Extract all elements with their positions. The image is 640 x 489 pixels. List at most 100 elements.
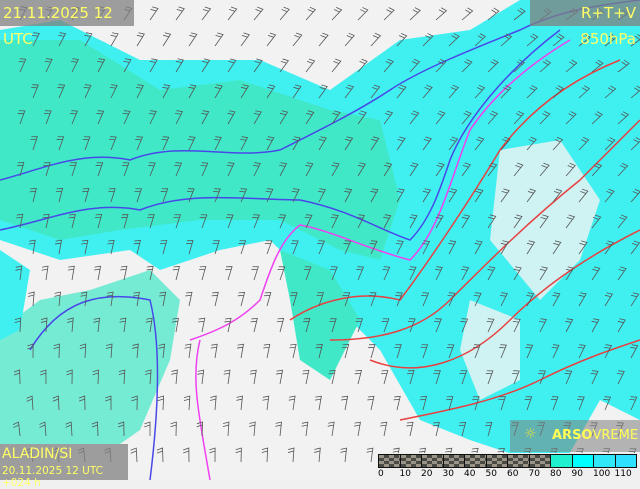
wind-barb	[15, 265, 23, 281]
wind-barb	[56, 136, 65, 151]
wind-barb	[617, 59, 630, 73]
wind-barb	[212, 240, 220, 255]
wind-barb	[422, 240, 431, 255]
wind-barb	[131, 395, 138, 411]
wind-barb	[446, 344, 455, 359]
wind-barb	[565, 59, 578, 73]
wind-barb	[186, 188, 195, 203]
wind-barb	[630, 34, 640, 47]
wind-barb	[94, 265, 102, 281]
wind-barb	[381, 318, 390, 333]
wind-barb	[435, 110, 446, 125]
wind-barb	[472, 396, 480, 411]
wind-barb	[279, 162, 288, 177]
wind-barb	[134, 188, 143, 203]
wind-barb	[630, 85, 640, 99]
wind-barb	[604, 33, 617, 47]
wind-barb	[318, 136, 327, 151]
wind-barb	[499, 344, 507, 359]
wind-barb	[435, 59, 447, 73]
wind-barb	[185, 291, 193, 307]
wind-barb	[162, 84, 171, 99]
wind-barb	[552, 292, 561, 307]
wind-barb	[159, 240, 168, 255]
wind-barb	[526, 240, 536, 255]
wind-barb	[136, 84, 145, 99]
wind-barb	[552, 33, 565, 47]
wind-barb	[278, 214, 287, 229]
wind-barb	[81, 239, 89, 255]
wind-barb	[144, 369, 152, 385]
wind-barb	[305, 162, 314, 177]
wind-barb	[82, 136, 91, 151]
wind-barb	[55, 239, 63, 255]
wind-barb	[13, 369, 21, 385]
wind-barb	[604, 137, 616, 151]
wind-barb	[17, 110, 26, 125]
wind-barb	[591, 318, 600, 333]
wind-barb	[630, 188, 640, 203]
wind-barb	[357, 214, 366, 229]
legend-swatch	[529, 455, 550, 467]
wind-barb	[498, 396, 506, 411]
legend-swatch	[615, 455, 636, 467]
wind-barb	[344, 84, 355, 99]
wind-barb	[147, 214, 155, 229]
sun-icon: ☼	[524, 426, 537, 442]
wind-barb	[80, 291, 88, 307]
legend-swatch	[508, 455, 529, 467]
wind-barb	[604, 240, 614, 255]
wind-barb	[380, 421, 388, 437]
wind-barb	[630, 240, 640, 255]
wind-barb	[356, 266, 365, 281]
wind-barb	[486, 318, 495, 333]
wind-barb	[240, 84, 250, 99]
wind-barb	[433, 370, 441, 385]
wind-barb	[331, 58, 342, 73]
arso-logo[interactable]: ☼ ARSOVREME	[510, 420, 640, 452]
wind-barb	[591, 162, 603, 177]
wind-barb	[513, 110, 525, 125]
wind-barb	[354, 369, 362, 385]
wind-barb	[183, 395, 191, 411]
wind-barb	[160, 188, 169, 203]
wind-barb	[603, 396, 612, 411]
wind-barb	[409, 58, 421, 73]
wind-barb	[67, 317, 74, 333]
wind-barb	[353, 421, 361, 437]
wind-barb	[487, 110, 499, 125]
wind-barb	[590, 370, 599, 385]
wind-barb	[382, 266, 391, 281]
wind-barb	[316, 292, 324, 307]
wind-barb	[148, 162, 156, 177]
wind-barb	[279, 58, 290, 73]
wind-barb	[106, 291, 114, 307]
wind-barb	[487, 59, 499, 73]
wind-barb	[422, 188, 432, 203]
wind-barb	[485, 370, 494, 385]
legend-tick: 0	[378, 469, 384, 479]
wind-barb	[331, 162, 340, 177]
wind-barb	[30, 136, 38, 151]
wind-barb	[252, 162, 261, 177]
wind-barb	[485, 422, 493, 437]
wind-barb	[408, 266, 417, 281]
wind-barb	[448, 240, 457, 255]
wind-barb	[53, 343, 60, 359]
wind-barb	[122, 110, 131, 125]
wind-barb	[591, 111, 603, 125]
wind-barb	[458, 422, 467, 437]
logo-suffix: VREME	[592, 428, 639, 443]
wind-barb	[487, 7, 500, 21]
wind-barb	[210, 343, 218, 359]
wind-barb	[253, 58, 263, 73]
wind-barb	[473, 292, 482, 307]
wind-barb	[357, 110, 367, 125]
wind-barb	[146, 265, 154, 281]
wind-barb	[383, 110, 394, 125]
wind-barb	[552, 136, 564, 151]
wind-barb	[251, 266, 259, 281]
wind-barb	[262, 395, 270, 411]
wind-barb	[330, 214, 339, 229]
